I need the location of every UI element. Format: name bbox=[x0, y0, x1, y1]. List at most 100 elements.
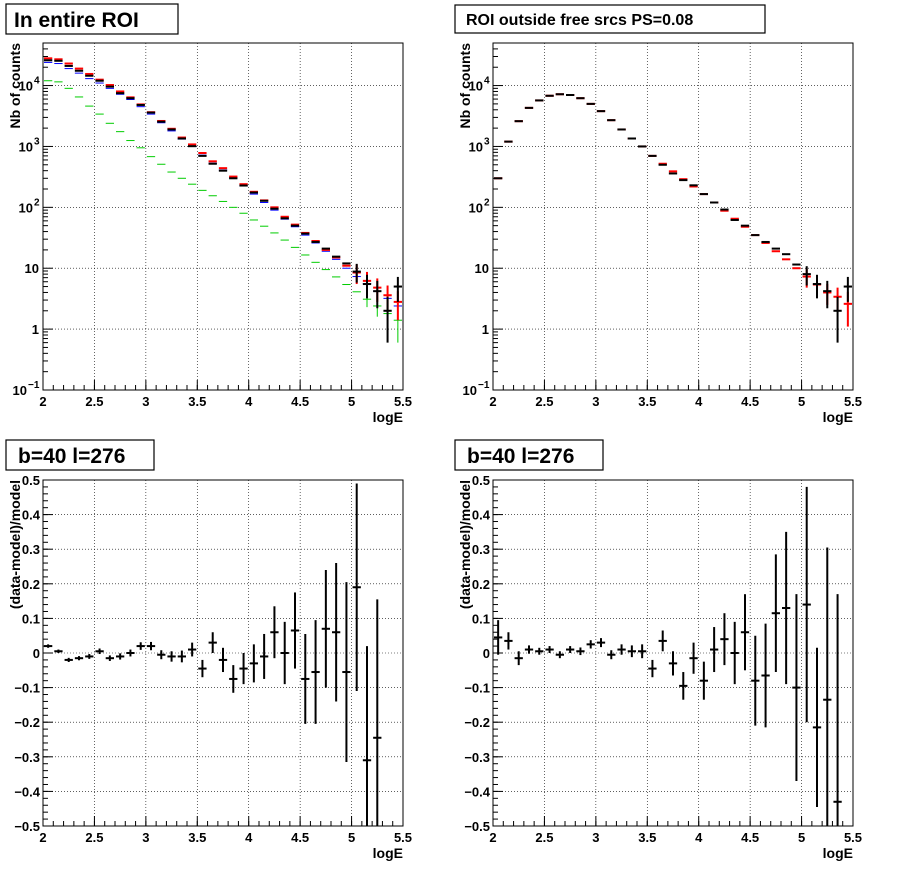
x-tick-label: 4 bbox=[695, 394, 703, 409]
x-tick-label: 3.5 bbox=[638, 830, 656, 845]
y-axis-label: (data-model)/model bbox=[7, 480, 23, 609]
y-tick-label: 0 bbox=[33, 646, 40, 661]
x-tick-label: 5.5 bbox=[394, 830, 412, 845]
y-tick-label: 0.4 bbox=[472, 508, 491, 523]
y-tick-label: 0.5 bbox=[22, 473, 40, 488]
x-tick-label: 5.5 bbox=[844, 830, 862, 845]
series-1 bbox=[494, 486, 842, 826]
x-tick-label: 4 bbox=[245, 830, 253, 845]
x-tick-label: 2.5 bbox=[85, 830, 103, 845]
x-tick-label: 3 bbox=[592, 394, 599, 409]
x-axis-label: logE bbox=[823, 409, 853, 425]
y-tick-label: −0.4 bbox=[464, 784, 490, 799]
x-tick-label: 5 bbox=[348, 830, 355, 845]
x-tick-label: 3 bbox=[142, 394, 149, 409]
y-tick-label: 10 bbox=[469, 139, 483, 154]
x-tick-label: 2 bbox=[39, 394, 46, 409]
x-axis-label: logE bbox=[823, 845, 853, 861]
y-tick-label: −0.2 bbox=[464, 715, 490, 730]
y-axis-label: (data-model)/model bbox=[457, 480, 473, 609]
y-tick-exponent: 3 bbox=[34, 136, 40, 147]
y-axis-label: Nb of counts bbox=[7, 43, 23, 129]
y-tick-label: 0.3 bbox=[22, 542, 40, 557]
x-tick-label: 4 bbox=[245, 394, 253, 409]
plot-frame bbox=[42, 42, 404, 391]
y-tick-label: 10 bbox=[25, 261, 39, 276]
x-tick-label: 4 bbox=[695, 830, 703, 845]
y-tick-exponent: −1 bbox=[28, 380, 40, 391]
plot-frame bbox=[492, 42, 854, 391]
x-tick-label: 3.5 bbox=[188, 830, 206, 845]
y-tick-exponent: 2 bbox=[484, 197, 490, 208]
y-tick-exponent: 3 bbox=[484, 136, 490, 147]
y-tick-label: 0 bbox=[483, 646, 490, 661]
x-tick-label: 2.5 bbox=[535, 830, 553, 845]
y-tick-label: 1 bbox=[32, 322, 39, 337]
x-tick-label: 3.5 bbox=[188, 394, 206, 409]
chart-panel-3: 2 2.5 3 3.5 4 4.5 5 5.5 −0.5 −0.4 −0.3 −0.2 −0.1 0 0.1… bbox=[5, 439, 412, 861]
x-tick-label: 5.5 bbox=[394, 394, 412, 409]
y-tick-label: −0.2 bbox=[14, 715, 40, 730]
y-tick-label: 10 bbox=[19, 139, 33, 154]
y-tick-label: 10 bbox=[19, 79, 33, 94]
x-tick-label: 3 bbox=[142, 830, 149, 845]
y-tick-label: 1 bbox=[482, 322, 489, 337]
y-tick-label: −0.3 bbox=[14, 750, 40, 765]
y-tick-label: 10 bbox=[463, 383, 477, 398]
x-tick-label: 2 bbox=[489, 830, 496, 845]
x-tick-label: 2 bbox=[489, 394, 496, 409]
y-tick-label: −0.5 bbox=[464, 819, 490, 834]
x-axis-label: logE bbox=[373, 409, 403, 425]
x-tick-label: 2 bbox=[39, 830, 46, 845]
y-tick-label: 10 bbox=[13, 383, 27, 398]
series-2 bbox=[494, 93, 852, 343]
y-tick-label: −0.1 bbox=[464, 681, 490, 696]
x-axis-label: logE bbox=[373, 845, 403, 861]
chart-title: b=40 l=276 bbox=[18, 445, 125, 468]
x-tick-label: 5.5 bbox=[844, 394, 862, 409]
x-tick-label: 4.5 bbox=[741, 830, 759, 845]
x-tick-label: 5 bbox=[348, 394, 355, 409]
x-tick-label: 5 bbox=[798, 830, 805, 845]
x-tick-label: 3.5 bbox=[638, 394, 656, 409]
y-tick-exponent: 2 bbox=[34, 197, 40, 208]
title-box bbox=[454, 439, 604, 471]
chart-panel-4: 2 2.5 3 3.5 4 4.5 5 5.5 −0.5 −0.4 −0.3 −0.2 −0.1 0 0.1… bbox=[454, 439, 862, 861]
y-tick-label: 0.4 bbox=[22, 508, 41, 523]
y-tick-label: 10 bbox=[469, 200, 483, 215]
y-tick-label: 10 bbox=[475, 261, 489, 276]
y-tick-label: 0.1 bbox=[22, 611, 40, 626]
x-tick-label: 4.5 bbox=[741, 394, 759, 409]
y-tick-label: −0.1 bbox=[14, 681, 40, 696]
y-tick-label: −0.5 bbox=[14, 819, 40, 834]
y-tick-label: 0.3 bbox=[472, 542, 490, 557]
y-tick-label: 0.2 bbox=[22, 577, 40, 592]
y-tick-label: 0.1 bbox=[472, 611, 490, 626]
y-tick-exponent: −1 bbox=[478, 380, 490, 391]
x-tick-label: 4.5 bbox=[291, 830, 309, 845]
y-tick-label: 0.2 bbox=[472, 577, 490, 592]
x-tick-label: 5 bbox=[798, 394, 805, 409]
x-tick-label: 2.5 bbox=[85, 394, 103, 409]
series-1 bbox=[44, 483, 382, 826]
y-tick-exponent: 4 bbox=[484, 76, 490, 87]
y-tick-exponent: 4 bbox=[34, 76, 40, 87]
y-tick-label: 0.5 bbox=[472, 473, 490, 488]
chart-title: b=40 l=276 bbox=[467, 445, 574, 468]
y-tick-label: −0.3 bbox=[464, 750, 490, 765]
title-box bbox=[454, 4, 766, 34]
y-axis-label: Nb of counts bbox=[457, 43, 473, 129]
y-tick-label: 10 bbox=[469, 79, 483, 94]
x-tick-label: 2.5 bbox=[535, 394, 553, 409]
chart-title: In entire ROI bbox=[14, 9, 139, 32]
y-tick-label: −0.4 bbox=[14, 784, 40, 799]
x-tick-label: 3 bbox=[592, 830, 599, 845]
x-tick-label: 4.5 bbox=[291, 394, 309, 409]
y-tick-label: 10 bbox=[19, 200, 33, 215]
series-4 bbox=[44, 59, 402, 343]
title-box bbox=[5, 3, 179, 35]
chart-title: ROI outside free srcs PS=0.08 bbox=[466, 12, 693, 29]
